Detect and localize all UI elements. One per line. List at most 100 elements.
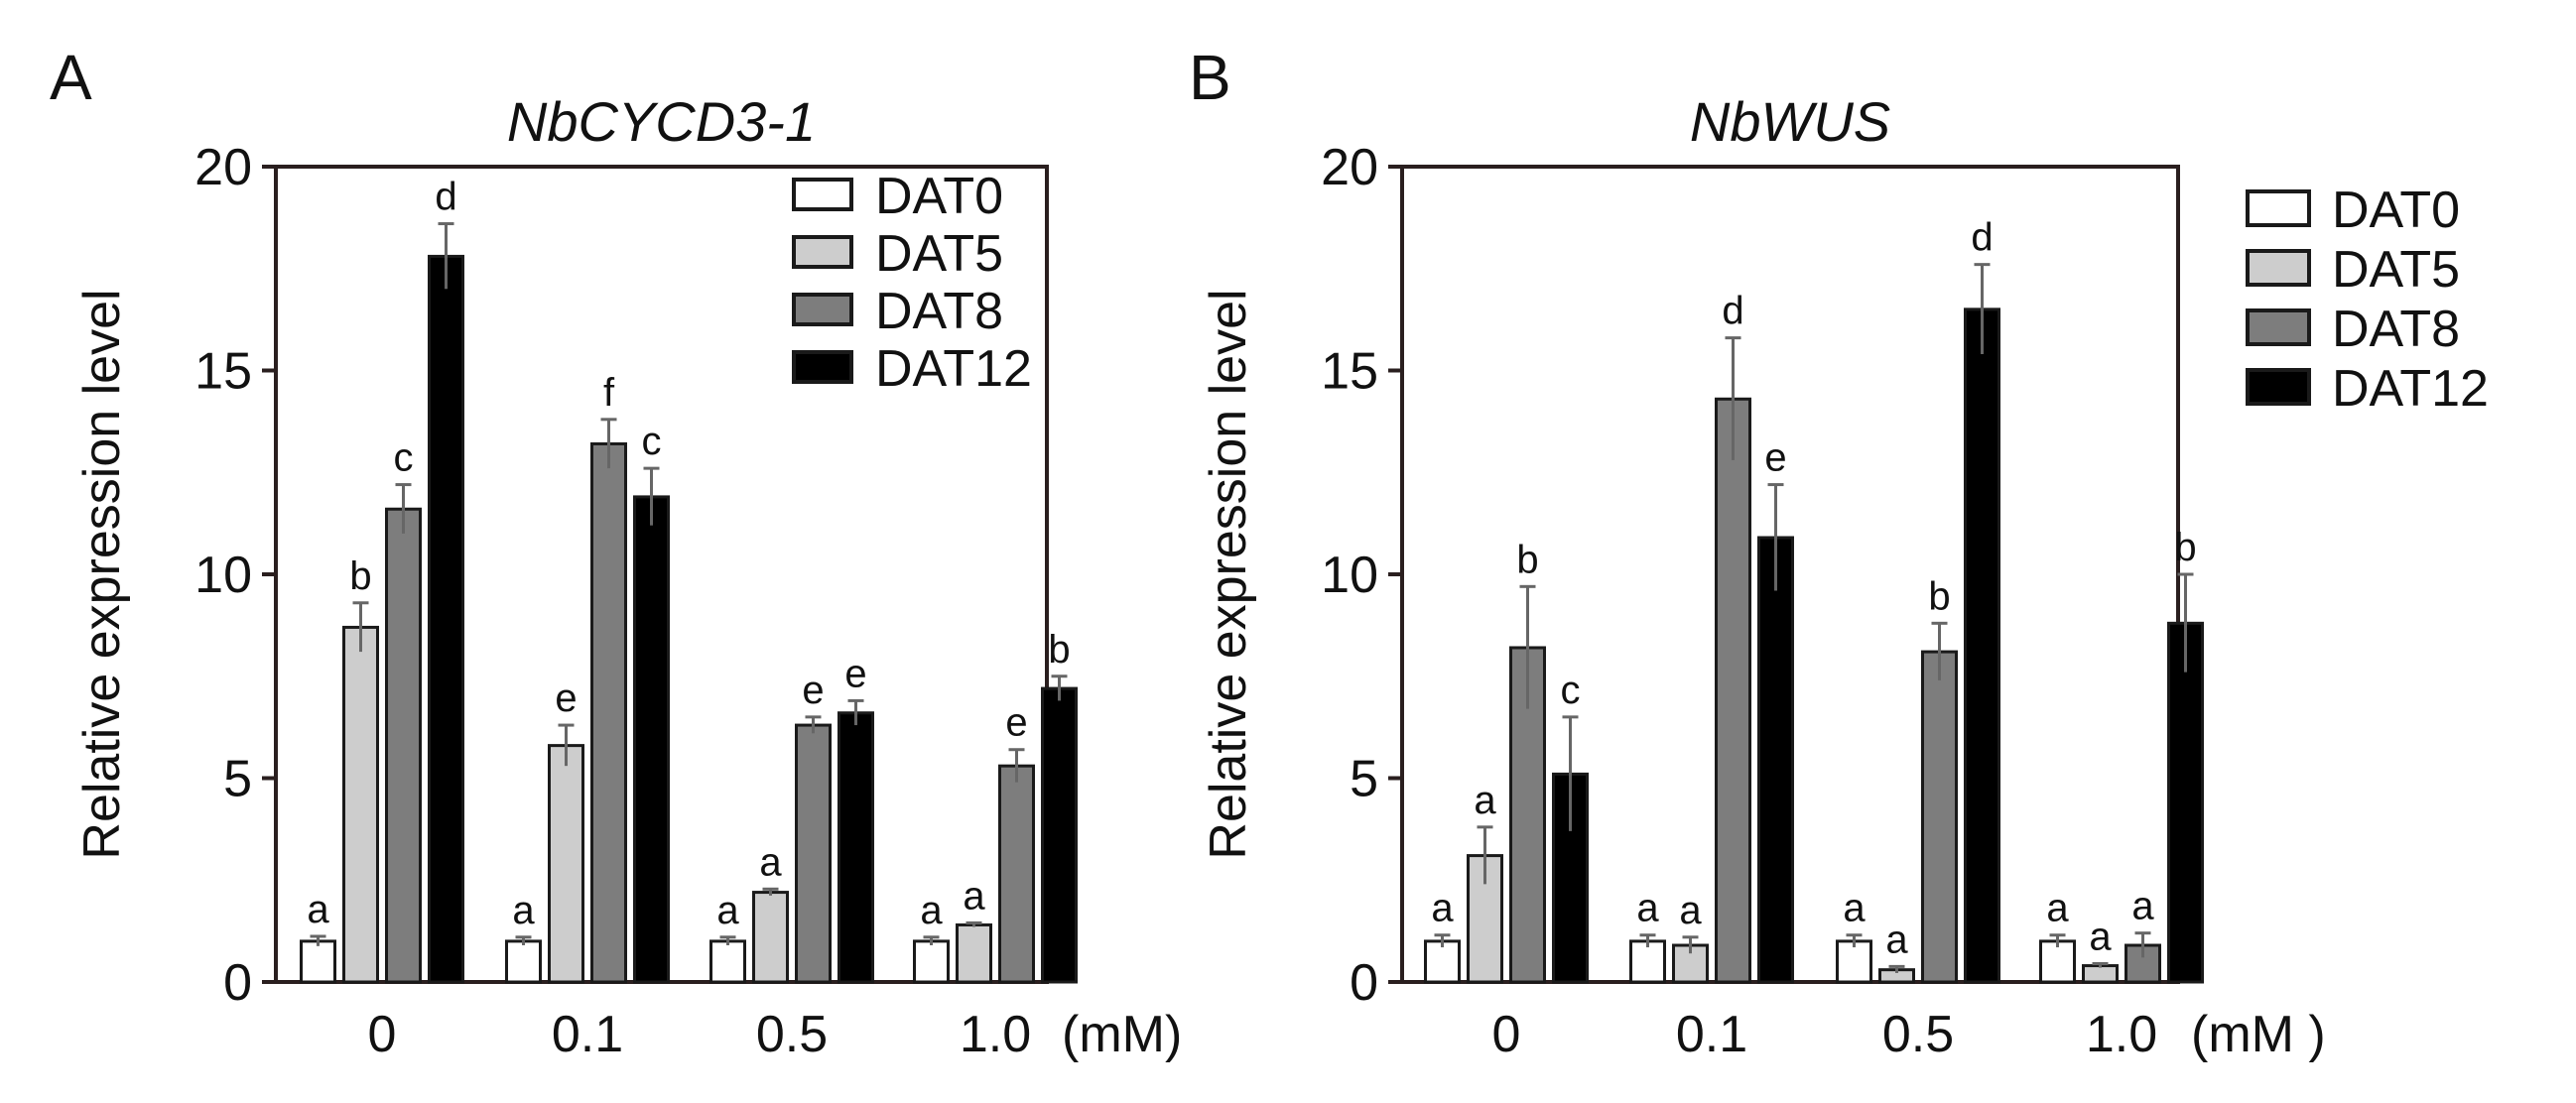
bar <box>2039 939 2076 984</box>
significance-letter: b <box>349 554 371 598</box>
bar <box>1921 650 1958 984</box>
x-unit-label: (mM) <box>1062 1006 1182 1063</box>
significance-letter: a <box>1679 889 1702 932</box>
bar <box>752 891 789 984</box>
legend-swatch <box>792 293 853 326</box>
bar <box>1672 943 1709 984</box>
significance-letter: c <box>1561 669 1581 712</box>
legend-swatch <box>2246 249 2311 287</box>
significance-letter: a <box>2131 885 2154 928</box>
bar <box>633 495 670 984</box>
significance-letter: a <box>1474 779 1496 822</box>
significance-letter: d <box>1722 290 1743 333</box>
legend-label: DAT0 <box>875 168 1003 225</box>
bar <box>2082 964 2119 984</box>
legend-label: DAT12 <box>875 340 1032 398</box>
bar <box>548 744 584 984</box>
bar <box>1041 686 1078 984</box>
legend-label: DAT5 <box>2332 241 2460 299</box>
bar <box>428 254 464 984</box>
legend-label: DAT8 <box>2332 301 2460 358</box>
chart-title: NbCYCD3-1 <box>507 90 816 153</box>
chart-title: NbWUS <box>1690 90 1890 153</box>
bar <box>1715 397 1751 984</box>
significance-letter: a <box>963 874 985 918</box>
x-tick-label: 0 <box>368 1006 397 1063</box>
legend-swatch <box>2246 368 2311 406</box>
significance-letter: e <box>555 676 577 720</box>
bar <box>709 939 746 984</box>
y-tick-label: 5 <box>1350 751 1378 808</box>
bar <box>837 711 874 984</box>
bar <box>590 441 627 984</box>
bar <box>795 723 832 984</box>
y-tick-label: 5 <box>223 751 252 808</box>
legend-label: DAT0 <box>2332 182 2460 239</box>
significance-letter: e <box>1764 436 1786 480</box>
y-axis-label: Relative expression level <box>73 289 131 859</box>
legend-swatch <box>792 350 853 384</box>
significance-letter: a <box>1636 887 1659 930</box>
bar <box>1964 307 2000 984</box>
x-tick-label: 0.5 <box>756 1006 828 1063</box>
bar <box>505 939 542 984</box>
significance-letter: a <box>512 889 535 932</box>
significance-letter: a <box>759 840 782 884</box>
significance-letter: e <box>844 652 866 695</box>
bar <box>956 922 992 984</box>
significance-letter: f <box>603 371 615 415</box>
significance-letter: b <box>1928 574 1950 618</box>
legend-label: DAT5 <box>875 225 1003 283</box>
bar <box>998 764 1035 984</box>
bar <box>342 625 379 984</box>
bar <box>1424 939 1461 984</box>
legend-label: DAT8 <box>875 283 1003 340</box>
significance-letter: c <box>394 436 414 480</box>
y-tick-label: 10 <box>1321 547 1378 604</box>
legend-swatch <box>2246 189 2311 227</box>
significance-letter: d <box>1971 216 1993 260</box>
y-tick-label: 20 <box>1321 139 1378 196</box>
x-tick-label: 1.0 <box>2086 1006 2157 1063</box>
legend-swatch <box>2246 308 2311 346</box>
y-tick-label: 0 <box>1350 954 1378 1012</box>
significance-letter: a <box>2089 916 2112 959</box>
bar <box>2125 943 2161 984</box>
x-tick-label: 0.1 <box>1676 1006 1747 1063</box>
x-tick-label: 0.1 <box>552 1006 623 1063</box>
x-tick-label: 0.5 <box>1882 1006 1954 1063</box>
significance-letter: e <box>802 669 824 712</box>
y-tick-label: 0 <box>223 954 252 1012</box>
bar <box>1629 939 1666 984</box>
x-unit-label: (mM ) <box>2191 1006 2326 1063</box>
significance-letter: c <box>642 420 662 463</box>
bar <box>1757 536 1794 984</box>
significance-letter: a <box>1885 918 1908 961</box>
significance-letter: a <box>920 889 943 932</box>
bar <box>300 939 336 984</box>
significance-letter: e <box>1005 701 1027 745</box>
bar <box>2167 621 2204 984</box>
legend-swatch <box>792 178 853 211</box>
y-tick-label: 20 <box>194 139 252 196</box>
significance-letter: b <box>1516 538 1538 581</box>
y-tick-label: 10 <box>194 547 252 604</box>
legend-swatch <box>792 235 853 269</box>
legend-label: DAT12 <box>2332 360 2489 418</box>
x-tick-label: 0 <box>1492 1006 1521 1063</box>
bar <box>385 507 422 984</box>
significance-letter: a <box>2046 887 2069 930</box>
significance-letter: a <box>307 888 329 931</box>
significance-letter: d <box>435 176 456 219</box>
panel-letter: B <box>1189 42 1231 113</box>
significance-letter: a <box>716 889 739 932</box>
y-tick-label: 15 <box>1321 343 1378 401</box>
significance-letter: b <box>2174 526 2196 569</box>
panel-letter: A <box>50 42 92 113</box>
y-tick-label: 15 <box>194 343 252 401</box>
significance-letter: a <box>1843 887 1866 930</box>
significance-letter: b <box>1048 628 1070 672</box>
significance-letter: a <box>1431 887 1454 930</box>
bar <box>913 939 950 984</box>
